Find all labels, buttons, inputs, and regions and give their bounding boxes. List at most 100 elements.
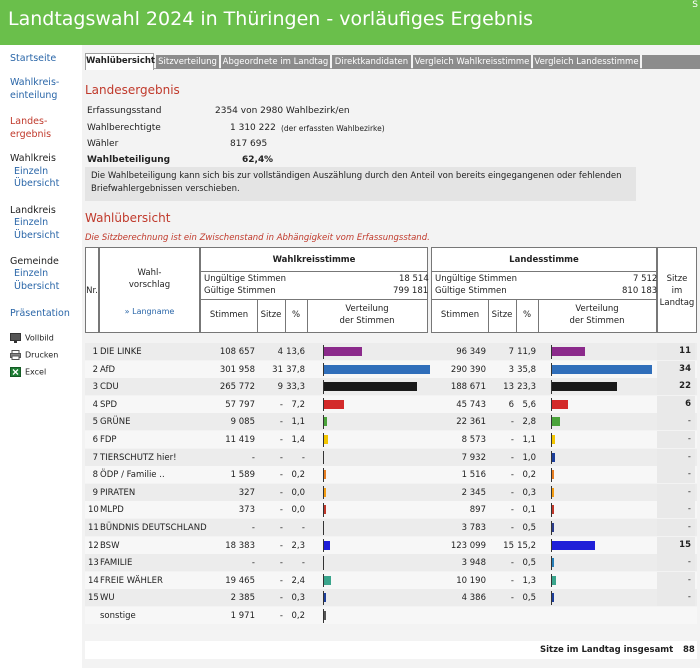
cell-wk-pct: 13,6 bbox=[286, 347, 305, 357]
cell-ls-sitze: - bbox=[510, 505, 514, 516]
vollbild-tool[interactable]: Vollbild bbox=[10, 333, 54, 343]
cell-wk-pct: - bbox=[301, 452, 305, 463]
cell-wk-sitze: - bbox=[279, 558, 283, 569]
cell-party-name: FDP bbox=[100, 435, 117, 445]
cell-party-name: CDU bbox=[100, 382, 119, 393]
sidebar-gemeinde-uebersicht[interactable]: Übersicht bbox=[14, 281, 60, 292]
erfassungsstand-label: Erfassungsstand bbox=[87, 106, 162, 116]
cell-wk-stimmen: 2 385 bbox=[230, 593, 255, 604]
wahlberechtigte-label: Wahlberechtigte bbox=[87, 123, 161, 133]
tab-vergleich-wahlkreisstimme[interactable]: Vergleich Wahlkreisstimme bbox=[413, 55, 531, 69]
table-row bbox=[85, 395, 697, 413]
ls-verteilung-label-1: Verteilung bbox=[575, 304, 619, 314]
sidebar-landkreis-uebersicht[interactable]: Übersicht bbox=[14, 230, 60, 241]
sidebar-item-wahlkreiseinteilung-1[interactable]: Wahlkreis- bbox=[10, 77, 60, 88]
wk-vote-bar bbox=[324, 593, 326, 603]
cell-party-name: FAMILIE bbox=[100, 558, 133, 569]
ls-axis-line bbox=[551, 538, 552, 553]
wk-vote-bar bbox=[324, 399, 345, 409]
col-wahlvorschlag-header: Wahl- vorschlag » Langname bbox=[99, 247, 200, 333]
cell-party-name: WU bbox=[100, 593, 115, 604]
langname-link[interactable]: » Langname bbox=[124, 307, 175, 316]
cell-ls-stimmen: 3 948 bbox=[461, 558, 486, 569]
ls-pct-label: % bbox=[522, 310, 532, 320]
wk-vote-bar bbox=[324, 575, 331, 585]
wk-axis-line bbox=[323, 573, 324, 588]
cell-ls-sitze: - bbox=[510, 523, 514, 533]
cell-wk-stimmen: 265 772 bbox=[219, 382, 255, 393]
ls-vote-bar bbox=[552, 347, 586, 356]
tab-wahluebersicht[interactable]: Wahlübersicht bbox=[85, 53, 155, 70]
wk-axis-line bbox=[323, 345, 324, 359]
wk-axis-line bbox=[323, 450, 324, 465]
wahluebersicht-heading: Wahlübersicht bbox=[85, 211, 171, 225]
tab-sitzverteilung[interactable]: Sitzverteilung bbox=[156, 55, 219, 69]
sidebar-label-landkreis: Landkreis bbox=[10, 205, 56, 216]
excel-tool[interactable]: Excel bbox=[10, 367, 46, 377]
tab-direktkandidaten[interactable]: Direktkandidaten bbox=[332, 55, 411, 69]
tab-abgeordnete[interactable]: Abgeordnete im Landtag bbox=[221, 55, 330, 69]
wk-axis-line bbox=[323, 415, 324, 429]
cell-wk-stimmen: 1 589 bbox=[230, 470, 255, 481]
cell-nr: 3 bbox=[92, 382, 98, 393]
ls-axis-line bbox=[551, 503, 552, 517]
cell-ls-pct: 1,1 bbox=[522, 435, 536, 445]
cell-wk-stimmen: 1 971 bbox=[230, 611, 255, 621]
cell-party-name: PIRATEN bbox=[100, 487, 136, 498]
table-row bbox=[85, 343, 697, 360]
ls-axis-line bbox=[551, 468, 552, 482]
wahlkreisstimme-title: Wahlkreisstimme bbox=[272, 255, 356, 265]
wk-sitze-label: Sitze bbox=[260, 310, 282, 320]
ls-vote-bar bbox=[552, 382, 618, 392]
cell-ls-stimmen: 10 190 bbox=[456, 575, 486, 586]
erfassungsstand-value: 2354 von 2980 Wahlbezirk/en bbox=[215, 106, 350, 116]
cell-wk-pct: 2,4 bbox=[291, 575, 305, 586]
cell-ls-sitze: - bbox=[510, 417, 514, 428]
drucken-tool[interactable]: Drucken bbox=[10, 350, 58, 360]
wk-axis-line bbox=[323, 380, 324, 394]
cell-wk-pct: 0,3 bbox=[291, 593, 305, 604]
sidebar-gemeinde-einzeln[interactable]: Einzeln bbox=[14, 268, 49, 279]
cell-wk-stimmen: 19 465 bbox=[225, 575, 255, 586]
wk-ungueltige-label: Ungültige Stimmen bbox=[204, 274, 287, 284]
cell-nr: 5 bbox=[92, 417, 98, 428]
ls-gueltige-value: 810 183 bbox=[622, 286, 658, 296]
cell-wk-sitze: 9 bbox=[277, 382, 283, 393]
cell-party-name: DIE LINKE bbox=[100, 347, 142, 357]
cell-ls-stimmen: 3 783 bbox=[461, 523, 486, 533]
ls-axis-line bbox=[551, 485, 552, 500]
sidebar-item-startseite[interactable]: Startseite bbox=[10, 53, 57, 64]
sidebar-item-landesergebnis-1[interactable]: Landes- bbox=[10, 116, 48, 127]
table-row bbox=[85, 466, 697, 484]
ls-verteilung-label-2: der Stimmen bbox=[569, 316, 625, 326]
wk-vote-bar bbox=[324, 487, 326, 497]
wk-verteilung-label-1: Verteilung bbox=[345, 304, 389, 314]
sidebar-item-wahlkreiseinteilung-2[interactable]: einteilung bbox=[10, 90, 58, 101]
wk-axis-line bbox=[323, 556, 324, 570]
cell-wk-pct: 0,0 bbox=[291, 505, 305, 516]
cell-wk-pct: 0,0 bbox=[291, 487, 305, 498]
cell-ls-sitze: - bbox=[510, 452, 514, 463]
cell-wk-stimmen: 9 085 bbox=[230, 417, 255, 428]
cell-ls-pct: 1,3 bbox=[522, 575, 536, 586]
wk-vote-bar bbox=[324, 505, 326, 515]
sidebar-item-praesentation[interactable]: Präsentation bbox=[10, 308, 70, 319]
excel-icon bbox=[10, 367, 21, 377]
main-content: Wahlübersicht Sitzverteilung Abgeordnete… bbox=[82, 45, 700, 668]
sidebar-wahlkreis-uebersicht[interactable]: Übersicht bbox=[14, 178, 60, 189]
cell-wk-stimmen: - bbox=[251, 558, 255, 569]
sidebar-wahlkreis-einzeln[interactable]: Einzeln bbox=[14, 166, 49, 177]
header-corner-text: S bbox=[692, 0, 698, 10]
landesstimme-header: Landesstimme Ungültige Stimmen 7 512 Gül… bbox=[431, 247, 657, 333]
wk-axis-line bbox=[323, 591, 324, 605]
sidebar-landkreis-einzeln[interactable]: Einzeln bbox=[14, 217, 49, 228]
cell-wk-sitze: - bbox=[279, 435, 283, 445]
wahlberechtigte-value: 1 310 222 bbox=[230, 123, 276, 133]
cell-wk-sitze: - bbox=[279, 470, 283, 481]
cell-ls-stimmen: 8 573 bbox=[461, 435, 486, 445]
sidebar-item-landesergebnis-2[interactable]: ergebnis bbox=[10, 129, 52, 140]
table-row bbox=[85, 448, 697, 466]
tab-vergleich-landesstimme[interactable]: Vergleich Landesstimme bbox=[533, 55, 640, 69]
cell-wk-stimmen: 11 419 bbox=[225, 435, 255, 445]
wk-axis-line bbox=[323, 609, 324, 623]
